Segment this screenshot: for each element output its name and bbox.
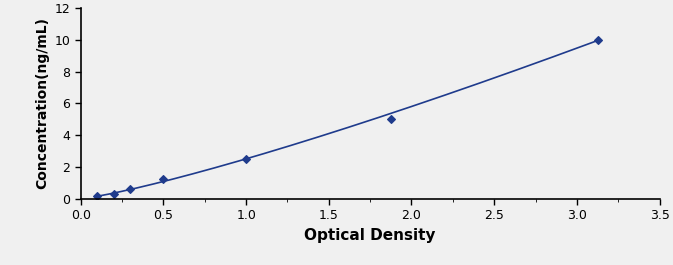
- X-axis label: Optical Density: Optical Density: [304, 228, 436, 243]
- Y-axis label: Concentration(ng/mL): Concentration(ng/mL): [35, 17, 49, 189]
